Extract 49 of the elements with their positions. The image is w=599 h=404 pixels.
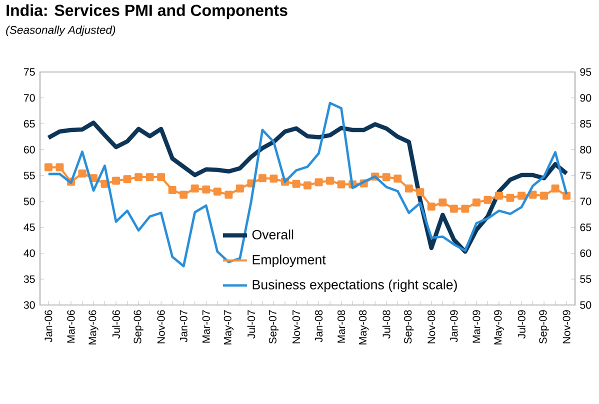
legend-label: Employment	[252, 254, 326, 268]
legend-label: Overall	[252, 230, 294, 240]
chart-title: India: Services PMI and Components	[6, 4, 288, 20]
x-tick-label: Jan-08	[315, 310, 323, 342]
y2-tick-label: 70	[580, 198, 592, 206]
x-tick-label: May-08	[358, 310, 369, 344]
x-tick-label: Mar-08	[338, 310, 346, 343]
y2-tick-label: 90	[580, 94, 592, 102]
y-tick-label: 45	[24, 224, 35, 232]
y-tick-label: 65	[24, 120, 35, 128]
x-tick-label: Sep-09	[539, 310, 549, 344]
y-tick-label: 40	[24, 249, 35, 257]
x-tick-label: Nov-06	[157, 310, 165, 344]
chart-subtitle: (Seasonally Adjusted)	[6, 26, 116, 36]
x-tick-label: May-06	[88, 310, 98, 344]
y2-tick-label: 95	[580, 68, 592, 76]
y-tick-label: 50	[24, 198, 35, 206]
y-tick-label: 70	[24, 94, 35, 102]
x-tick-label: Nov-08	[428, 310, 436, 344]
x-tick-label: Jul-09	[518, 310, 526, 339]
x-tick-label: Jan-07	[180, 310, 188, 342]
x-tick-label: Mar-06	[67, 310, 75, 343]
y-tick-label: 35	[24, 275, 35, 283]
x-tick-label: Jan-06	[44, 310, 52, 342]
y-tick-label: 55	[24, 172, 35, 180]
x-tick-label: May-07	[224, 310, 234, 344]
legend-label: Business expectations (right scale)	[252, 280, 457, 292]
x-tick-label: Nov-09	[562, 310, 570, 344]
x-tick-label: May-09	[494, 310, 504, 344]
x-tick-label: Mar-09	[472, 310, 480, 343]
x-tick-label: Sep-07	[268, 310, 279, 344]
x-tick-label: Nov-07	[292, 310, 300, 344]
x-tick-label: Jul-06	[112, 310, 120, 339]
y2-tick-label: 60	[580, 249, 592, 257]
y2-tick-label: 80	[580, 146, 592, 154]
x-tick-label: Jul-08	[382, 310, 390, 339]
x-tick-label: Sep-08	[404, 310, 414, 344]
y2-tick-label: 85	[580, 120, 592, 128]
y2-tick-label: 50	[580, 301, 592, 309]
y2-tick-label: 65	[580, 224, 592, 232]
x-tick-label: Jul-07	[247, 310, 256, 339]
x-tick-label: Jan-09	[450, 310, 458, 342]
y2-tick-label: 55	[580, 275, 592, 283]
x-tick-label: Mar-07	[202, 310, 210, 343]
y-tick-label: 30	[24, 301, 35, 309]
y-tick-label: 60	[24, 146, 35, 154]
y2-tick-label: 75	[580, 172, 592, 180]
x-tick-label: Sep-06	[134, 310, 144, 344]
y-tick-label: 75	[24, 68, 35, 76]
